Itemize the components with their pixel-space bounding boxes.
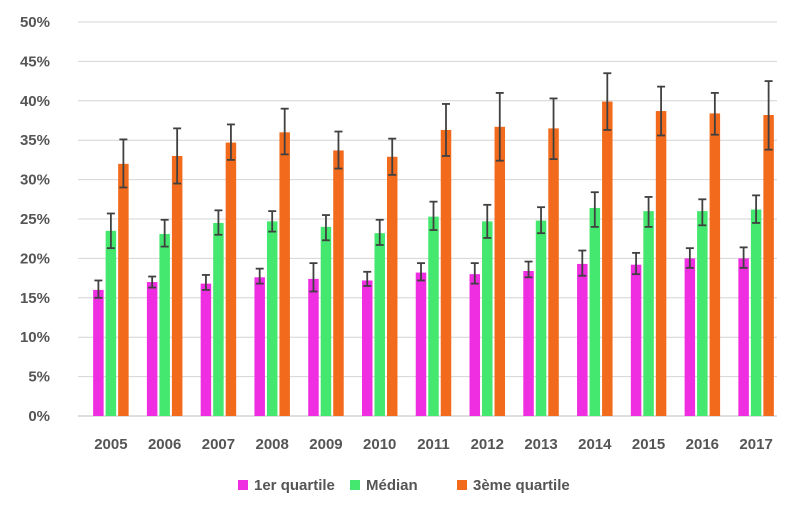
y-tick-label: 40% — [20, 93, 50, 110]
y-tick-label: 25% — [20, 211, 50, 228]
bar — [684, 258, 696, 416]
bar — [469, 274, 481, 416]
legend-swatch — [238, 480, 248, 490]
x-tick-label: 2013 — [524, 436, 557, 453]
x-tick-label: 2015 — [632, 436, 665, 453]
y-tick-label: 15% — [20, 290, 50, 307]
bar — [577, 263, 588, 416]
bar — [361, 280, 373, 416]
x-tick-label: 2007 — [202, 436, 235, 453]
y-tick-label: 30% — [20, 172, 50, 189]
bar — [146, 282, 158, 416]
bar — [320, 226, 332, 416]
bar — [602, 101, 613, 416]
x-tick-label: 2016 — [686, 436, 719, 453]
bar — [279, 132, 290, 416]
bar — [333, 150, 344, 416]
bar — [643, 211, 654, 416]
bar — [697, 211, 708, 416]
x-tick-label: 2011 — [417, 436, 450, 453]
bar — [200, 283, 212, 416]
y-tick-label: 10% — [20, 329, 50, 346]
bar — [374, 233, 385, 416]
bar — [494, 126, 506, 416]
bar — [308, 278, 319, 416]
bar — [105, 230, 117, 416]
bar — [213, 222, 224, 416]
legend-label: 1er quartile — [254, 477, 335, 494]
bar — [589, 207, 601, 416]
x-tick-label: 2008 — [256, 436, 289, 453]
legend-swatch — [457, 480, 467, 490]
bar — [630, 264, 642, 416]
bar — [535, 220, 547, 416]
x-tick-label: 2010 — [363, 436, 396, 453]
bar — [415, 272, 427, 416]
bar — [159, 233, 170, 416]
bar — [428, 216, 439, 416]
y-tick-label: 45% — [20, 53, 50, 70]
bar — [386, 156, 398, 417]
bar — [523, 271, 534, 416]
legend-swatch — [350, 480, 360, 490]
x-tick-label: 2017 — [739, 436, 772, 453]
bar — [750, 209, 762, 416]
bar — [763, 114, 774, 416]
y-tick-label: 35% — [20, 132, 50, 149]
legend-label: 3ème quartile — [473, 477, 570, 494]
bar — [440, 129, 452, 416]
bar — [266, 221, 278, 416]
bar — [655, 111, 667, 416]
bar — [254, 277, 265, 416]
x-tick-label: 2009 — [309, 436, 342, 453]
bar — [93, 289, 104, 416]
bar — [709, 113, 721, 417]
bar — [482, 221, 493, 416]
y-tick-label: 20% — [20, 250, 50, 267]
x-tick-label: 2006 — [148, 436, 181, 453]
y-tick-label: 5% — [28, 369, 50, 386]
y-tick-label: 0% — [28, 408, 50, 425]
y-tick-label: 50% — [20, 14, 50, 31]
x-tick-label: 2014 — [578, 436, 612, 453]
bar — [225, 142, 237, 416]
bar — [548, 128, 559, 416]
bar — [171, 155, 183, 416]
x-tick-label: 2005 — [94, 436, 127, 453]
bar — [118, 163, 129, 416]
legend-label: Médian — [366, 477, 418, 494]
bar — [738, 258, 749, 416]
x-tick-label: 2012 — [471, 436, 504, 453]
